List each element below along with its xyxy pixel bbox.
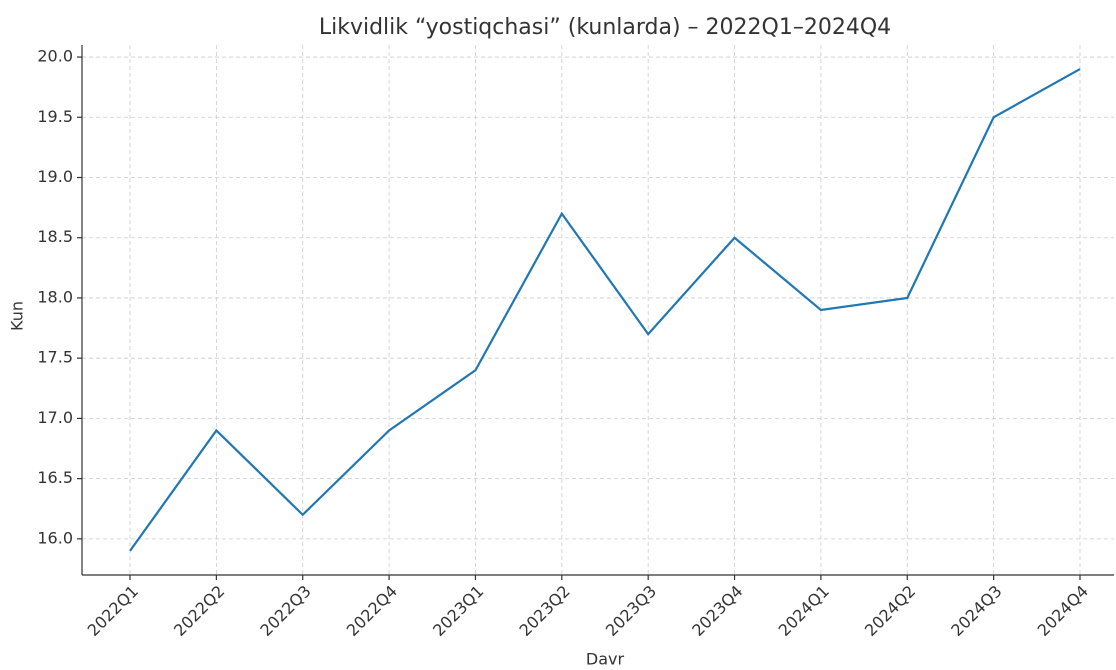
x-tick-label: 2023Q2 <box>515 582 573 640</box>
y-tick-label: 17.5 <box>37 348 73 367</box>
y-tick-label: 17.0 <box>37 408 73 427</box>
y-tick-label: 18.5 <box>37 227 73 246</box>
y-tick-label: 16.5 <box>37 468 73 487</box>
y-tick-label: 16.0 <box>37 528 73 547</box>
x-tick-label: 2023Q3 <box>602 582 660 640</box>
y-tick-label: 20.0 <box>37 47 73 66</box>
x-tick-label: 2024Q4 <box>1034 582 1092 640</box>
x-axis-label: Davr <box>586 650 625 669</box>
data-line <box>129 68 1081 552</box>
x-tick-label: 2022Q2 <box>170 582 228 640</box>
y-axis-label: Kun <box>8 301 27 331</box>
x-tick-label: 2024Q2 <box>861 582 919 640</box>
x-tick-label: 2024Q3 <box>947 582 1005 640</box>
chart-title: Likvidlik “yostiqchasi” (kunlarda) – 202… <box>319 15 891 40</box>
x-tick-label: 2022Q4 <box>343 582 401 640</box>
y-tick-label: 19.5 <box>37 107 73 126</box>
y-tick-label: 18.0 <box>37 287 73 306</box>
x-tick-label: 2024Q1 <box>775 582 833 640</box>
x-tick-label: 2023Q4 <box>688 582 746 640</box>
y-tick-label: 19.0 <box>37 167 73 186</box>
x-tick-label: 2022Q1 <box>84 582 142 640</box>
x-tick-label: 2023Q1 <box>429 582 487 640</box>
x-tick-label: 2022Q3 <box>256 582 314 640</box>
